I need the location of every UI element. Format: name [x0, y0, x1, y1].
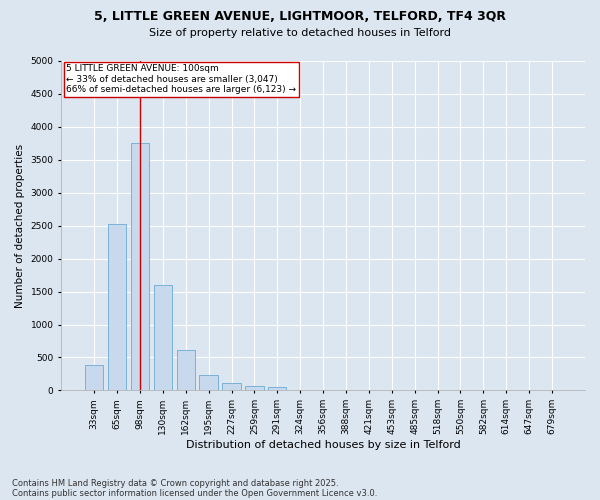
Bar	[245, 386, 263, 390]
Bar	[108, 224, 126, 390]
Text: Size of property relative to detached houses in Telford: Size of property relative to detached ho…	[149, 28, 451, 38]
X-axis label: Distribution of detached houses by size in Telford: Distribution of detached houses by size …	[186, 440, 460, 450]
Bar	[85, 366, 103, 390]
Text: 5, LITTLE GREEN AVENUE, LIGHTMOOR, TELFORD, TF4 3QR: 5, LITTLE GREEN AVENUE, LIGHTMOOR, TELFO…	[94, 10, 506, 23]
Bar	[154, 285, 172, 391]
Bar	[223, 382, 241, 390]
Bar	[176, 350, 195, 391]
Y-axis label: Number of detached properties: Number of detached properties	[15, 144, 25, 308]
Text: Contains public sector information licensed under the Open Government Licence v3: Contains public sector information licen…	[12, 488, 377, 498]
Bar	[131, 144, 149, 390]
Bar	[268, 387, 286, 390]
Text: Contains HM Land Registry data © Crown copyright and database right 2025.: Contains HM Land Registry data © Crown c…	[12, 478, 338, 488]
Bar	[199, 376, 218, 390]
Text: 5 LITTLE GREEN AVENUE: 100sqm
← 33% of detached houses are smaller (3,047)
66% o: 5 LITTLE GREEN AVENUE: 100sqm ← 33% of d…	[67, 64, 296, 94]
